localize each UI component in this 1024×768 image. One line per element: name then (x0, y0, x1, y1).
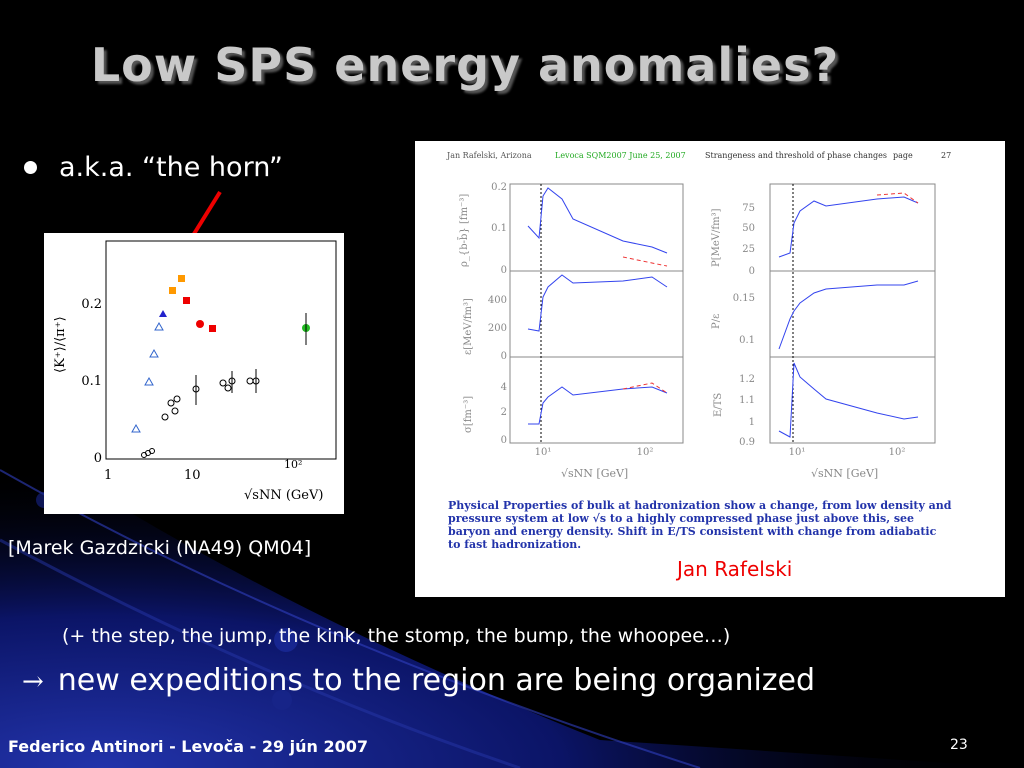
pl6-ytick-1: 1.1 (739, 395, 755, 406)
pl2-ytick-1: 50 (742, 223, 755, 234)
pl4-ylabel: P/ε (711, 314, 722, 329)
pl1-ytick-1: 0.1 (491, 223, 507, 234)
pl2-ytick-0: 75 (742, 203, 755, 214)
panel-left-column: 0.2 0.1 0 400 200 0 4 2 0 ρ_{b-b̄} [fm⁻³… (458, 182, 684, 480)
main-point: → new expeditions to the region are bein… (22, 663, 815, 698)
pl-right-xlabel: √sNN [GeV] (811, 467, 878, 480)
footer-text: Federico Antinori - Levoča - 29 jún 2007 (8, 737, 369, 756)
bullet-horn: a.k.a. “the horn” (24, 152, 283, 183)
bullet-dot-icon (24, 161, 37, 174)
pl1-ylabel: ρ_{b-b̄} [fm⁻³] (458, 194, 470, 267)
pl-left-xtick-0: 10¹ (535, 447, 552, 458)
horn-ytick-2: 0.2 (81, 297, 102, 312)
pl3-ylabel: ε[MeV/fm³] (463, 298, 474, 355)
fig-caption-line-2: pressure system at low √s to a highly co… (448, 512, 914, 525)
fig-header-topic: Strangeness and threshold of phase chang… (705, 151, 887, 160)
horn-ylabel: ⟨K⁺⟩/⟨π⁺⟩ (53, 316, 68, 373)
rafelski-figure: Jan Rafelski, Arizona Levoca SQM2007 Jun… (415, 141, 1005, 597)
horn-xtick-2: 10² (284, 458, 302, 471)
horn-xtick-1: 10 (184, 468, 201, 483)
fig-caption-line-3: baryon and energy density. Shift in E/TS… (448, 525, 937, 538)
horn-plot: ⟨K⁺⟩/⟨π⁺⟩ 0 0.1 0.2 1 10 10² √sNN (GeV) (44, 233, 344, 514)
pl6-ylabel: E/TS (713, 393, 724, 417)
pl5-ytick-0: 4 (501, 382, 507, 393)
pl4-ytick-1: 0.1 (739, 335, 755, 346)
pl4-ytick-0: 0.15 (733, 293, 755, 304)
horn-xtick-0: 1 (104, 468, 112, 483)
bullet-text: a.k.a. “the horn” (59, 152, 283, 183)
pl6-ytick-3: 0.9 (739, 437, 755, 448)
pl-left-xtick-1: 10² (637, 447, 654, 458)
pl-right-xtick-1: 10² (889, 447, 906, 458)
horn-data-points (131, 275, 310, 458)
horn-xlabel: √sNN (GeV) (244, 488, 323, 503)
pl2-ytick-2: 25 (742, 244, 755, 255)
slide-title: Low SPS energy anomalies? (90, 38, 840, 92)
page-number: 23 (950, 737, 968, 753)
pl-left-xlabel: √sNN [GeV] (561, 467, 628, 480)
fig-header-author: Jan Rafelski, Arizona (446, 151, 532, 160)
pl2-ylabel: P[MeV/fm³] (711, 208, 722, 267)
horn-ytick-0: 0 (94, 451, 102, 466)
pl3-ytick-0: 400 (488, 295, 507, 306)
note-line: (+ the step, the jump, the kink, the sto… (62, 625, 731, 647)
pl3-ytick-2: 0 (501, 351, 507, 362)
pl5-ytick-1: 2 (501, 407, 507, 418)
pl3-ytick-1: 200 (488, 323, 507, 334)
credit-rafelski: Jan Rafelski (677, 557, 793, 581)
pl1-ytick-0: 0.2 (491, 182, 507, 193)
left-caption: [Marek Gazdzicki (NA49) QM04] (8, 537, 312, 559)
horn-plot-svg: ⟨K⁺⟩/⟨π⁺⟩ 0 0.1 0.2 1 10 10² √sNN (GeV) (53, 240, 337, 503)
pl2-ytick-3: 0 (749, 266, 755, 277)
pl6-ytick-2: 1 (749, 417, 755, 428)
panel-right-column: 75 50 25 0 0.15 0.1 1.2 1.1 1 0.9 P[MeV/… (711, 183, 936, 480)
right-arrow-icon: → (22, 667, 44, 697)
pl5-ylabel: σ[fm⁻³] (463, 396, 474, 433)
main-point-text: new expeditions to the region are being … (57, 663, 816, 698)
pl6-ytick-0: 1.2 (739, 374, 755, 385)
pl-right-xtick-0: 10¹ (789, 447, 806, 458)
fig-header-conf: Levoca SQM2007 June 25, 2007 (555, 151, 686, 160)
rafelski-figure-svg: Jan Rafelski, Arizona Levoca SQM2007 Jun… (446, 151, 952, 551)
fig-caption-line-4: to fast hadronization. (448, 538, 581, 551)
fig-header-page-label: page (893, 151, 913, 160)
fig-header-page: 27 (941, 151, 951, 160)
fig-caption-line-1: Physical Properties of bulk at hadroniza… (448, 499, 952, 512)
horn-ytick-1: 0.1 (81, 374, 102, 389)
pl1-ytick-2: 0 (501, 265, 507, 276)
pl5-ytick-2: 0 (501, 435, 507, 446)
